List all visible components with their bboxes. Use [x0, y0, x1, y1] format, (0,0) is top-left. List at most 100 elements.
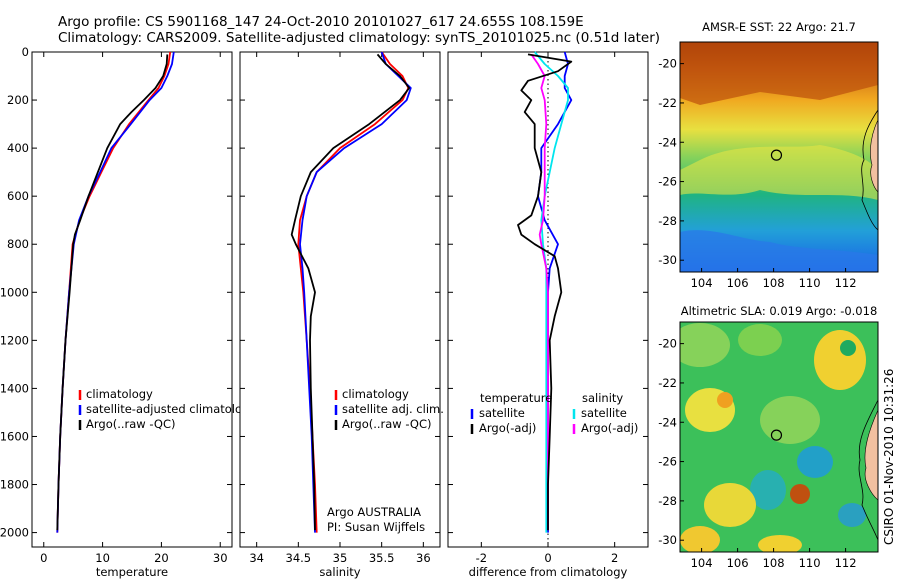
map-x-tick-label: 110	[799, 276, 821, 290]
sla-blob	[680, 323, 730, 367]
map-y-tick-label: -22	[658, 96, 677, 110]
x-axis-label: temperature	[96, 565, 168, 579]
legend-entry: satellite-adjusted climatology	[86, 402, 256, 416]
legend-entry: satellite	[479, 406, 525, 420]
sla-blob	[750, 470, 786, 510]
legend-entry: climatology	[342, 387, 409, 401]
map-y-tick-label: -22	[658, 376, 677, 390]
sst-map-title: AMSR-E SST: 22 Argo: 21.7	[702, 20, 856, 34]
sla-blob	[814, 330, 866, 390]
map-x-tick-label: 112	[835, 276, 857, 290]
x-tick-label: 35	[333, 551, 348, 565]
sst-land	[870, 119, 878, 193]
legend-entry: salinity	[582, 391, 623, 405]
map-y-tick-label: -20	[658, 57, 677, 71]
sla-blob	[840, 340, 856, 356]
x-tick-label: 10	[95, 551, 110, 565]
map-x-tick-label: 104	[691, 556, 713, 570]
map-y-tick-label: -30	[658, 253, 677, 267]
header-line-2: Climatology: CARS2009. Satellite-adjuste…	[58, 30, 660, 46]
x-tick-label: 2	[611, 551, 618, 565]
y-tick-label: 600	[7, 189, 29, 203]
map-x-tick-label: 108	[763, 276, 785, 290]
map-y-tick-label: -26	[658, 455, 677, 469]
map-y-tick-label: -20	[658, 337, 677, 351]
map-x-tick-label: 106	[727, 556, 749, 570]
x-tick-label: 20	[154, 551, 169, 565]
map-y-tick-label: -24	[658, 415, 677, 429]
legend-entry: Argo(-adj)	[581, 421, 638, 435]
sla-blob	[838, 503, 866, 527]
sla-blob	[760, 396, 820, 444]
y-tick-label: 1400	[0, 381, 29, 395]
legend-entry: satellite	[581, 406, 627, 420]
x-tick-label: 0	[544, 551, 551, 565]
header-line-1: Argo profile: CS 5901168_147 24-Oct-2010…	[58, 14, 584, 30]
x-tick-label: -2	[476, 551, 487, 565]
x-tick-label: 30	[213, 551, 228, 565]
map-y-tick-label: -24	[658, 135, 677, 149]
sla-blob	[704, 483, 756, 527]
salinity-panel: 34 34.5 35 35.5 36 salinity climatologysatelli…	[239, 51, 444, 579]
x-tick-label: 35.5	[369, 551, 395, 565]
legend-entry: Argo(..raw -QC)	[86, 417, 176, 431]
x-tick-label: 34	[249, 551, 264, 565]
legend-entry: climatology	[86, 387, 153, 401]
temperature-panel: 0 10 20 30 0 200 400 600 800 1000 1200 1400 1600 1800…	[0, 45, 256, 579]
map-y-tick-label: -26	[658, 175, 677, 189]
y-tick-label: 200	[7, 93, 29, 107]
y-tick-label: 1000	[0, 285, 29, 299]
sla-blob	[717, 392, 733, 408]
x-tick-label: 36	[416, 551, 431, 565]
sst-coastline	[861, 109, 878, 231]
timestamp-stamp: CSIRO 01-Nov-2010 10:31:26	[882, 369, 896, 545]
series-line-salinity-argo-adj-	[530, 53, 549, 531]
x-tick-label: 0	[40, 551, 47, 565]
sla-blob	[797, 446, 833, 478]
map-x-tick-label: 104	[691, 276, 713, 290]
plot-frame	[239, 51, 441, 548]
sst-warm-patch	[680, 42, 878, 105]
y-tick-label: 1800	[0, 478, 29, 492]
argo-location-marker	[770, 429, 783, 441]
x-axis-label: difference from climatology	[469, 565, 628, 579]
x-axis-label: salinity	[319, 565, 360, 579]
y-tick-label: 2000	[0, 526, 29, 540]
map-x-tick-label: 112	[835, 556, 857, 570]
sst-map: AMSR-E SST: 22 Argo: 21.7 104 106 108 110 11…	[658, 20, 879, 290]
annotation-line: PI: Susan Wijffels	[327, 520, 425, 534]
x-tick-label: 34.5	[286, 551, 312, 565]
argo-location-marker	[770, 149, 783, 161]
map-y-tick-label: -28	[658, 494, 677, 508]
legend-entry: Argo(..raw -QC)	[342, 417, 432, 431]
series-line-temperature-argo-adj-	[517, 53, 573, 531]
map-x-tick-label: 108	[763, 556, 785, 570]
series-line-argo-raw-qc-	[56, 54, 169, 531]
y-tick-label: 0	[22, 45, 29, 59]
sla-map-title: Altimetric SLA: 0.019 Argo: -0.018	[681, 304, 878, 318]
annotation-line: Argo AUSTRALIA	[327, 505, 421, 519]
y-tick-label: 400	[7, 141, 29, 155]
sla-blob	[758, 535, 802, 552]
sla-land	[864, 409, 878, 501]
sla-blob	[790, 484, 810, 504]
sla-map: Altimetric SLA: 0.019 Argo: -0.018 104 10…	[658, 304, 879, 570]
sst-cool-patch	[680, 230, 878, 272]
sst-yellow-patch	[680, 145, 878, 200]
sla-coastline	[858, 399, 878, 541]
y-tick-label: 800	[7, 237, 29, 251]
map-x-tick-label: 110	[799, 556, 821, 570]
series-line-argo-raw-qc-	[290, 53, 411, 531]
map-y-tick-label: -30	[658, 533, 677, 547]
y-tick-label: 1200	[0, 333, 29, 347]
y-tick-label: 1600	[0, 429, 29, 443]
legend-entry: satellite adj. clim.	[342, 402, 444, 416]
sla-blob	[680, 526, 720, 552]
legend-entry: temperature	[480, 391, 552, 405]
sla-blob	[738, 324, 782, 356]
plot-frame	[31, 51, 233, 548]
map-y-tick-label: -28	[658, 214, 677, 228]
map-x-tick-label: 106	[727, 276, 749, 290]
